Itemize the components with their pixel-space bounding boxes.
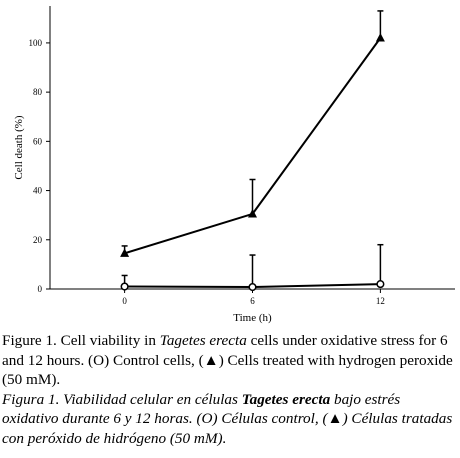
x-tick-label: 6 (250, 296, 255, 306)
caption-english: Figure 1. Cell viability in Tagetes erec… (2, 331, 460, 390)
data-point-triangle (248, 208, 257, 218)
y-tick-label: 60 (33, 136, 43, 146)
caption-en-control-text: ) Control cells, ( (104, 351, 204, 369)
data-point-triangle (375, 32, 385, 42)
caption-es-species: Tagetes erecta (241, 390, 331, 408)
axes: 0 20 40 60 80 100 0 6 12 (29, 6, 455, 306)
data-point-circle (376, 280, 385, 289)
caption-en-species: Tagetes erecta (159, 332, 247, 349)
data-point-circle (120, 282, 129, 291)
series-layer (120, 10, 385, 292)
caption-en-control-symbol: O (93, 351, 105, 369)
series-line (124, 37, 382, 255)
caption-es-control-symbol: O (201, 410, 213, 427)
caption-spanish: Figura 1. Viabilidad celular en células … (2, 390, 460, 449)
x-tick-label: 12 (376, 296, 385, 306)
figure-caption: Figure 1. Cell viability in Tagetes erec… (2, 331, 460, 448)
caption-es-middle: bajo estrés oxidativo durante 6 y 12 hor… (2, 390, 401, 428)
y-tick-label: 0 (38, 284, 43, 294)
caption-es-treated-symbol: ▲ (327, 410, 343, 427)
caption-es-prefix: Figura 1. Viabilidad celular en células (2, 390, 242, 408)
x-tick-label: 0 (122, 296, 127, 306)
caption-en-treated-symbol: ▲ (203, 351, 219, 369)
caption-es-control-text: ) Células control, ( (212, 410, 328, 427)
y-tick-label: 40 (33, 186, 43, 196)
data-point-circle (248, 282, 257, 292)
series-circle-open (120, 243, 385, 292)
y-tick-label: 100 (29, 38, 43, 48)
caption-en-prefix: Figure 1. Cell viability in (2, 332, 160, 349)
y-axis-title: Cell death (%) (13, 115, 25, 179)
y-tick-label: 80 (33, 87, 43, 97)
line-chart: 0 20 40 60 80 100 0 6 12 Cell death (%) Time (h) (13, 6, 455, 324)
caption-en-middle: cells under oxidative stress for 6 and 1… (2, 332, 448, 369)
y-tick-label: 20 (33, 235, 43, 245)
series-triangle-filled (120, 10, 385, 257)
x-axis-title: Time (h) (233, 312, 272, 324)
caption-es-suffix: ) Células tratadas con peróxido de hidró… (2, 410, 453, 447)
caption-en-suffix: ) Cells treated with hydrogen peroxide (… (2, 351, 453, 389)
data-point-triangle (120, 248, 130, 257)
